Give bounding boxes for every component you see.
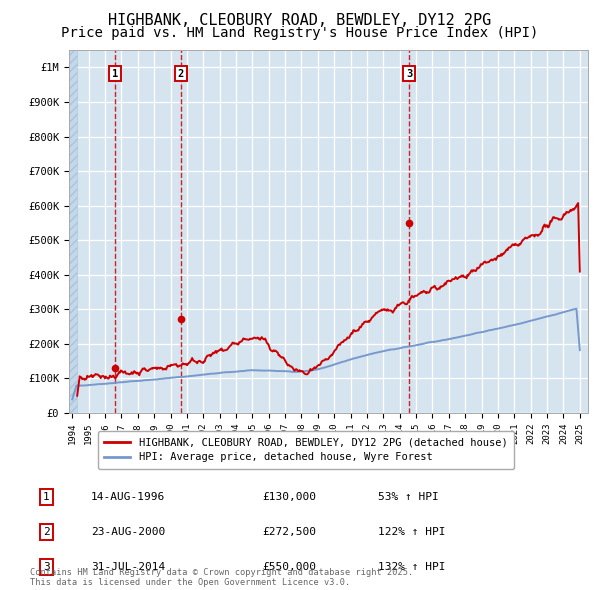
Text: 3: 3 <box>406 69 412 78</box>
Text: Price paid vs. HM Land Registry's House Price Index (HPI): Price paid vs. HM Land Registry's House … <box>61 26 539 40</box>
Text: 1: 1 <box>112 69 118 78</box>
Text: 23-AUG-2000: 23-AUG-2000 <box>91 527 165 537</box>
Text: £130,000: £130,000 <box>262 492 316 502</box>
Text: 53% ↑ HPI: 53% ↑ HPI <box>378 492 439 502</box>
Text: 31-JUL-2014: 31-JUL-2014 <box>91 562 165 572</box>
Text: HIGHBANK, CLEOBURY ROAD, BEWDLEY, DY12 2PG: HIGHBANK, CLEOBURY ROAD, BEWDLEY, DY12 2… <box>109 13 491 28</box>
Legend: HIGHBANK, CLEOBURY ROAD, BEWDLEY, DY12 2PG (detached house), HPI: Average price,: HIGHBANK, CLEOBURY ROAD, BEWDLEY, DY12 2… <box>98 431 514 468</box>
Text: 122% ↑ HPI: 122% ↑ HPI <box>378 527 445 537</box>
Text: Contains HM Land Registry data © Crown copyright and database right 2025.
This d: Contains HM Land Registry data © Crown c… <box>30 568 413 587</box>
Text: £272,500: £272,500 <box>262 527 316 537</box>
Text: 2: 2 <box>43 527 50 537</box>
Text: 14-AUG-1996: 14-AUG-1996 <box>91 492 165 502</box>
Text: 2: 2 <box>178 69 184 78</box>
Text: 3: 3 <box>43 562 50 572</box>
Text: 1: 1 <box>43 492 50 502</box>
Text: 132% ↑ HPI: 132% ↑ HPI <box>378 562 445 572</box>
Text: £550,000: £550,000 <box>262 562 316 572</box>
